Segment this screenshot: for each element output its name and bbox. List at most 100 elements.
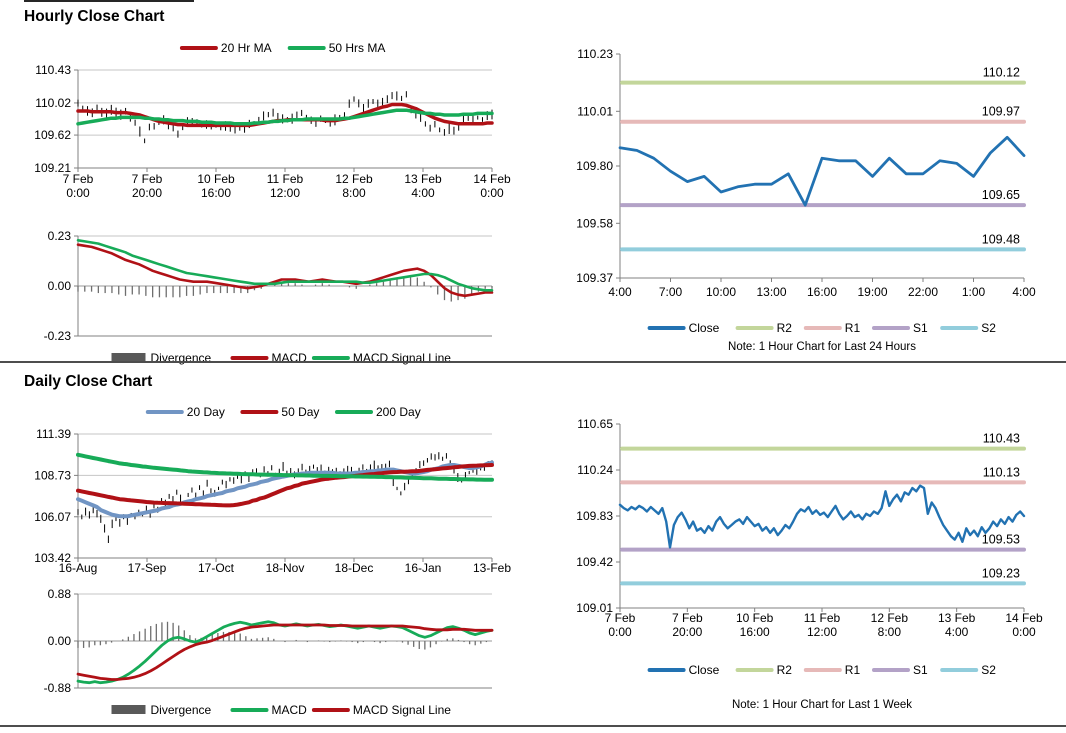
series-macd-signal-line — [76, 623, 494, 681]
y-tick-label: -0.23 — [44, 329, 72, 343]
y-tick-label: 109.58 — [576, 216, 613, 230]
x-tick-label: 14 Feb — [473, 172, 511, 186]
top-partial-rule — [24, 0, 194, 2]
x-tick-label: 20:00 — [132, 186, 162, 200]
level-label-r2: 110.43 — [983, 432, 1020, 446]
x-tick-label: 7 Feb — [672, 611, 703, 625]
x-tick-label: 16:00 — [201, 186, 231, 200]
hourly-section-title: Hourly Close Chart — [24, 8, 165, 25]
svg-text:R1: R1 — [845, 663, 861, 677]
x-tick-label: 16-Aug — [59, 561, 98, 575]
svg-text:S1: S1 — [913, 663, 928, 677]
legend-item-20-hr-ma: 20 Hr MA — [179, 41, 272, 55]
x-tick-label: 10 Feb — [736, 611, 774, 625]
hourly-macd-chart: 0.23 0.00 -0.23 Divergence MACD MACD Signal L… — [28, 222, 532, 368]
svg-text:MACD Signal Line: MACD Signal Line — [353, 703, 451, 717]
chart-note: Note: 1 Hour Chart for Last 24 Hours — [728, 341, 916, 353]
legend-item-macd-signal-line: MACD Signal Line — [311, 703, 451, 717]
daily-macd-chart: 0.88 0.00 -0.88 Divergence MACD MACD Signal L… — [28, 587, 532, 728]
legend-item-50-day: 50 Day — [240, 405, 319, 419]
legend-item-s1: S1 — [872, 321, 928, 335]
x-tick-label: 11 Feb — [804, 611, 841, 625]
svg-text:20 Day: 20 Day — [187, 405, 225, 419]
svg-text:S2: S2 — [981, 321, 996, 335]
y-tick-label: 110.43 — [35, 63, 71, 77]
series-close — [618, 484, 1026, 549]
daily-support-resistance-chart: 110.65 110.24 109.83 109.42 109.01 7 Feb 0:00 7… — [540, 412, 1066, 730]
x-tick-label: 10:00 — [706, 285, 736, 299]
legend-item-200-day: 200 Day — [335, 405, 421, 419]
series-50-day — [76, 463, 494, 508]
legend-item-divergence: Divergence — [111, 703, 212, 717]
y-tick-label: 110.02 — [35, 96, 71, 110]
x-tick-label: 12:00 — [807, 625, 837, 639]
svg-text:Divergence: Divergence — [151, 703, 212, 717]
series-macd — [76, 243, 494, 298]
svg-text:R1: R1 — [845, 321, 861, 335]
x-tick-label: 0:00 — [608, 625, 632, 639]
daily-price-chart: 111.39 108.73 106.07 103.42 16-Aug 17-Sep 17-O… — [28, 398, 532, 586]
x-tick-label: 13 Feb — [404, 172, 442, 186]
svg-text:S2: S2 — [981, 663, 996, 677]
hourly-price-chart: 110.43 110.02 109.62 109.21 7 Feb 0:00 7 Feb 20… — [28, 34, 532, 210]
x-tick-label: 16-Jan — [405, 561, 442, 575]
legend-item-close: Close — [647, 321, 720, 335]
x-tick-label: 12:00 — [270, 186, 300, 200]
y-tick-label: 0.00 — [48, 634, 72, 648]
x-tick-label: 20:00 — [672, 625, 702, 639]
x-tick-label: 12 Feb — [871, 611, 909, 625]
y-tick-label: 109.62 — [34, 128, 71, 142]
level-label-r2: 110.12 — [983, 66, 1020, 80]
level-label-s2: 109.48 — [982, 232, 1020, 246]
legend-item-r1: R1 — [803, 663, 861, 677]
daily_macd-svg: 0.88 0.00 -0.88 Divergence MACD MACD Signal L… — [44, 587, 494, 717]
series-200-day — [76, 452, 494, 482]
svg-text:R2: R2 — [777, 321, 793, 335]
y-tick-label: 106.07 — [34, 510, 71, 524]
x-tick-label: 7 Feb — [132, 172, 163, 186]
x-tick-label: 18-Nov — [266, 561, 305, 575]
legend-item-s2: S2 — [940, 663, 996, 677]
y-tick-label: 109.42 — [576, 555, 613, 569]
y-tick-label: 109.83 — [576, 509, 613, 523]
y-tick-label: 108.73 — [34, 468, 71, 482]
section-divider — [0, 361, 1066, 363]
x-tick-label: 10 Feb — [197, 172, 235, 186]
y-tick-label: 109.37 — [576, 271, 613, 285]
x-tick-label: 19:00 — [857, 285, 887, 299]
y-tick-label: 110.24 — [577, 463, 613, 477]
x-tick-label: 17-Sep — [128, 561, 167, 575]
x-tick-label: 12 Feb — [335, 172, 373, 186]
level-label-s1: 109.53 — [982, 533, 1020, 547]
series-50-hrs-ma — [76, 108, 494, 126]
x-tick-label: 4:00 — [608, 285, 632, 299]
x-tick-label: 7:00 — [659, 285, 683, 299]
y-tick-label: 111.39 — [36, 427, 71, 441]
level-label-s2: 109.23 — [982, 566, 1020, 580]
hourly-support-resistance-chart: 110.23 110.01 109.80 109.58 109.37 4:00 7:00 10… — [540, 40, 1066, 364]
y-tick-label: 0.88 — [48, 588, 72, 601]
svg-text:200 Day: 200 Day — [376, 405, 421, 419]
level-label-s1: 109.65 — [982, 188, 1020, 202]
x-tick-label: 18-Dec — [335, 561, 374, 575]
x-tick-label: 13 Feb — [938, 611, 976, 625]
daily-section-title: Daily Close Chart — [24, 373, 153, 390]
x-tick-label: 16:00 — [807, 285, 837, 299]
legend-item-s1: S1 — [872, 663, 928, 677]
y-tick-label: 110.01 — [577, 104, 613, 118]
level-label-r1: 110.13 — [983, 465, 1020, 479]
svg-text:50 Hrs MA: 50 Hrs MA — [329, 41, 386, 55]
legend-item-r2: R2 — [735, 663, 793, 677]
svg-text:Close: Close — [689, 663, 720, 677]
x-tick-label: 14 Feb — [1005, 611, 1043, 625]
y-tick-label: 109.80 — [576, 159, 613, 173]
legend-item-r1: R1 — [803, 321, 861, 335]
x-tick-label: 13-Feb — [473, 561, 511, 575]
bottom-rule — [0, 725, 1066, 727]
x-tick-label: 0:00 — [1012, 625, 1036, 639]
x-tick-label: 4:00 — [411, 186, 435, 200]
svg-text:R2: R2 — [777, 663, 793, 677]
svg-text:Close: Close — [689, 321, 720, 335]
